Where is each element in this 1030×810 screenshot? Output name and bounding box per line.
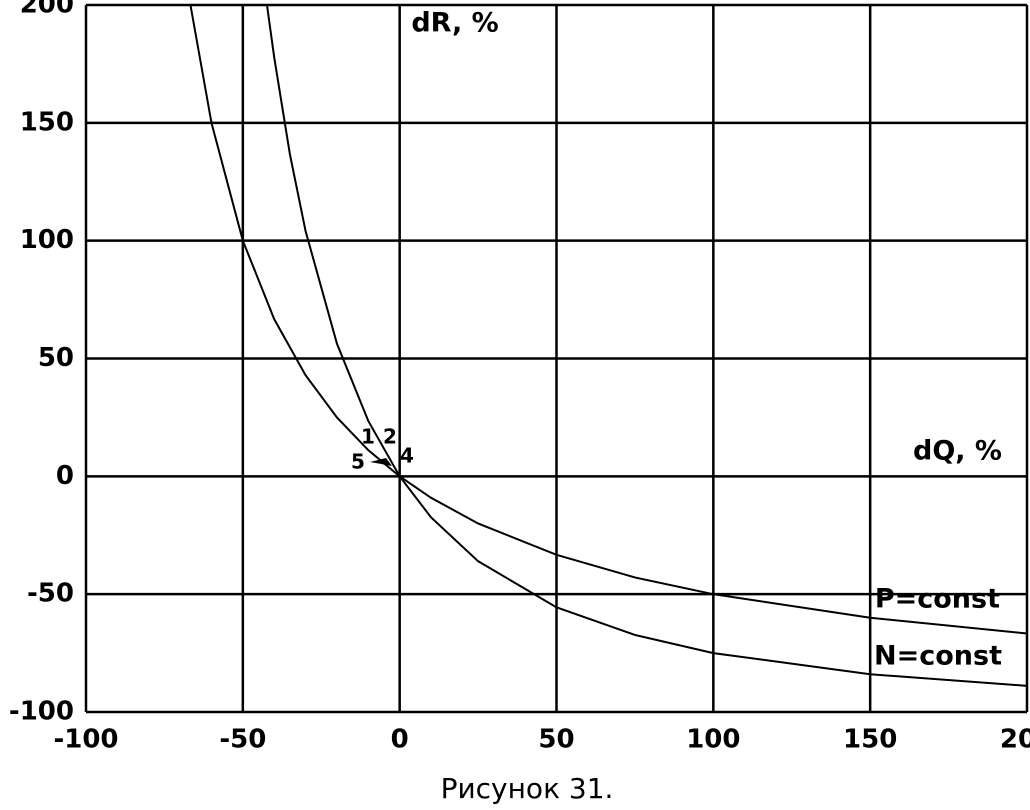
y-tick-label: -50 [27,579,74,609]
y-tick-label: 100 [20,225,74,255]
x-tick-label: -100 [53,725,118,755]
x-tick-label: 200 [1000,725,1030,755]
x-tick-label: -50 [219,725,266,755]
x-tick-label: 100 [686,725,740,755]
series-label: N=const [874,641,1002,672]
line [189,4,1028,635]
series-label: P=const [875,584,1000,615]
annotation: 1 [361,425,375,449]
annotation: 4 [400,444,414,468]
x-tick-label: 50 [538,725,574,755]
line [265,4,1028,687]
x-tick-label: 0 [391,725,409,755]
annotation: 2 [383,425,397,449]
y-axis-label: dR, % [411,8,498,39]
y-tick-label: 200 [20,0,74,20]
y-tick-label: 150 [20,107,74,137]
caption: Рисунок 31. [441,772,614,805]
x-tick-label: 150 [843,725,897,755]
y-tick-label: -100 [9,697,74,727]
annotation: 5 [351,450,365,474]
y-tick-label: 0 [56,461,74,491]
x-axis-label: dQ, % [913,436,1002,467]
y-tick-label: 50 [38,343,74,373]
marker [370,458,392,466]
